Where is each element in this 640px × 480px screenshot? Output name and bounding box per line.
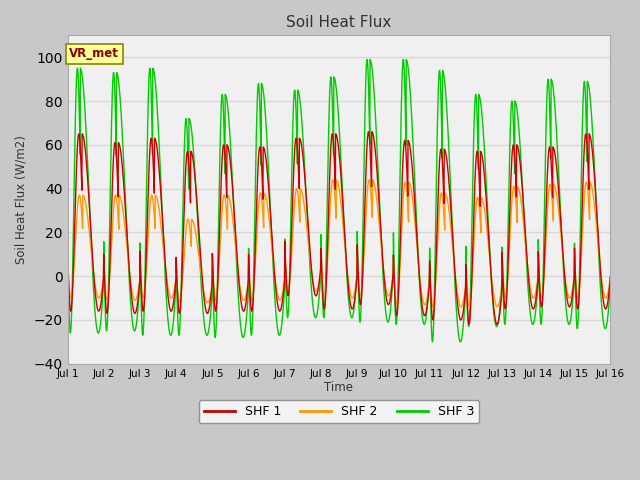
Line: SHF 3: SHF 3 xyxy=(68,60,611,342)
SHF 3 xyxy=(574,320,582,325)
SHF 3 xyxy=(559,258,567,264)
SHF 2 xyxy=(367,186,374,192)
SHF 2 xyxy=(493,304,501,310)
SHF 2 xyxy=(559,253,567,259)
SHF 2 xyxy=(215,265,223,271)
SHF 2 xyxy=(355,276,362,282)
SHF 3 xyxy=(64,239,72,244)
SHF 1 xyxy=(368,129,376,134)
Y-axis label: Soil Heat Flux (W/m2): Soil Heat Flux (W/m2) xyxy=(15,135,28,264)
SHF 2 xyxy=(64,260,72,265)
SHF 1 xyxy=(493,322,501,327)
SHF 1 xyxy=(574,305,582,311)
SHF 3 xyxy=(607,279,614,285)
SHF 1 xyxy=(355,277,362,283)
SHF 1 xyxy=(559,251,567,256)
Line: SHF 2: SHF 2 xyxy=(68,180,611,307)
Title: Soil Heat Flux: Soil Heat Flux xyxy=(286,15,392,30)
SHF 1 xyxy=(607,273,614,279)
SHF 1 xyxy=(497,298,505,304)
SHF 2 xyxy=(607,274,614,279)
SHF 3 xyxy=(367,58,374,63)
Line: SHF 1: SHF 1 xyxy=(68,132,611,324)
Legend: SHF 1, SHF 2, SHF 3: SHF 1, SHF 2, SHF 3 xyxy=(199,400,479,423)
SHF 3 xyxy=(456,339,464,345)
SHF 3 xyxy=(363,57,371,62)
SHF 3 xyxy=(497,291,505,297)
SHF 1 xyxy=(367,149,374,155)
SHF 3 xyxy=(215,202,223,208)
SHF 3 xyxy=(355,289,362,295)
Text: VR_met: VR_met xyxy=(69,47,119,60)
SHF 2 xyxy=(497,289,505,295)
X-axis label: Time: Time xyxy=(324,382,353,395)
SHF 2 xyxy=(574,295,582,301)
SHF 2 xyxy=(365,177,373,183)
SHF 1 xyxy=(64,247,72,253)
SHF 1 xyxy=(215,248,223,253)
